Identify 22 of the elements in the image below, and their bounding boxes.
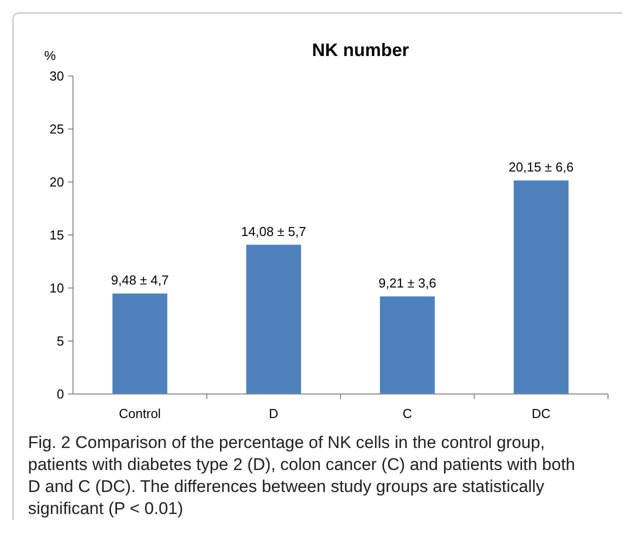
- bar: [380, 296, 435, 394]
- data-label: 9,48 ± 4,7: [111, 272, 169, 288]
- x-tick-label: C: [402, 406, 412, 421]
- y-tick-label: 10: [50, 280, 64, 296]
- data-label: 14,08 ± 5,7: [241, 224, 306, 239]
- y-tick-label: 20: [50, 174, 64, 190]
- y-tick-label: 5: [56, 334, 64, 349]
- y-tick-label: 15: [50, 228, 64, 243]
- y-tick-label: 0: [56, 386, 64, 402]
- bar: [514, 180, 569, 394]
- chart-title: NK number: [312, 40, 410, 60]
- data-label: 9,21 ± 3,6: [378, 275, 436, 290]
- y-tick-label: 25: [50, 122, 64, 137]
- y-tick-label: 30: [50, 68, 64, 84]
- bar: [112, 294, 168, 394]
- x-tick-label: Control: [118, 406, 161, 421]
- bar: [246, 244, 302, 394]
- caption: Fig. 2 Comparison of the percentage of NK cells in the control group, patients with diabetes type 2 (D), colon cancer (C) and patients with both D and C (DC). The differences between study groups are statistically significant (P < 0.01): [28, 433, 576, 518]
- y-axis-title: %: [44, 48, 56, 63]
- data-label: 20,15 ± 6,6: [508, 159, 574, 174]
- x-tick-label: D: [268, 406, 278, 421]
- x-tick-label: DC: [532, 406, 551, 421]
